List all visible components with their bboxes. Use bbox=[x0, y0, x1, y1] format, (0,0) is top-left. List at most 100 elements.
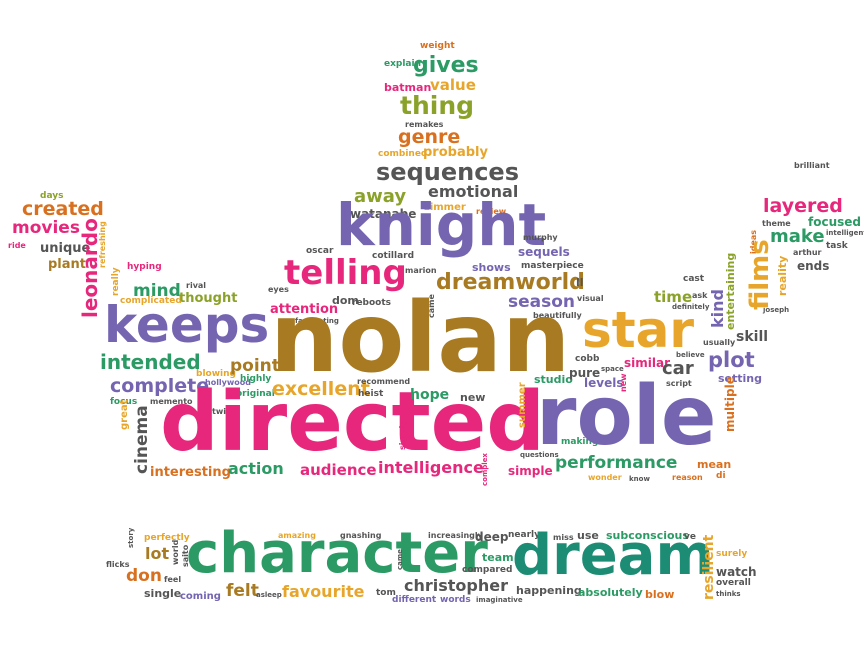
word-nolan: nolan bbox=[270, 282, 571, 394]
word-time: time bbox=[654, 288, 693, 306]
word-directed: directed bbox=[160, 375, 545, 470]
word-arthur: arthur bbox=[793, 248, 822, 257]
word-nu: new bbox=[619, 373, 628, 392]
word-asleep: asleep bbox=[256, 591, 282, 599]
word-pure: pure bbox=[569, 366, 601, 380]
word-different: different bbox=[392, 595, 437, 605]
word-really: really bbox=[111, 267, 121, 296]
word-theme: theme bbox=[762, 219, 791, 228]
word-review: review bbox=[476, 207, 507, 216]
word-mean: mean bbox=[697, 458, 732, 471]
word-plot: plot bbox=[708, 348, 755, 372]
word-intelligent: intelligent bbox=[826, 229, 864, 237]
word-happening: happening bbox=[516, 584, 582, 597]
word-leonardo: leonardo bbox=[78, 218, 102, 318]
word-miss: miss bbox=[553, 533, 574, 542]
word-gnashing: gnashing bbox=[340, 531, 382, 540]
word-genre: genre bbox=[398, 126, 461, 148]
word-value: value bbox=[430, 76, 476, 94]
word-great: great bbox=[119, 399, 130, 430]
word-words: words bbox=[440, 595, 471, 605]
word-increasingly: increasingly bbox=[428, 531, 483, 540]
word-favourite: favourite bbox=[282, 582, 365, 601]
word-ask: ask bbox=[692, 291, 708, 300]
word-remakes: remakes bbox=[405, 120, 444, 129]
word-watanabe: watanabe bbox=[350, 207, 417, 221]
word-ve: ve bbox=[684, 532, 696, 542]
word-weight: weight bbox=[420, 41, 455, 51]
word-excellent: excellent bbox=[272, 378, 370, 400]
word-amazing: amazing bbox=[278, 531, 316, 540]
word-blow: blow bbox=[645, 588, 675, 601]
word-memento: memento bbox=[150, 397, 193, 406]
word-resilient: resilient bbox=[701, 534, 717, 600]
word-perfectly: perfectly bbox=[144, 533, 190, 543]
word-surely: surely bbox=[716, 549, 748, 559]
word-cotillard: cotillard bbox=[372, 251, 415, 261]
word-make: make bbox=[770, 226, 825, 247]
word-cast: cast bbox=[683, 274, 705, 284]
word-marion: marion bbox=[405, 266, 437, 275]
word-days: days bbox=[40, 191, 64, 201]
word-knight: knight bbox=[336, 191, 547, 259]
word-sequences: sequences bbox=[376, 158, 519, 186]
word-came: came bbox=[396, 549, 404, 570]
word-nearly: nearly bbox=[508, 530, 540, 540]
word-layered: layered bbox=[763, 195, 843, 217]
word-setting: setting bbox=[718, 372, 762, 385]
word-recommend: recommend bbox=[357, 377, 411, 386]
word-tom: tom bbox=[376, 588, 396, 598]
word-complicated: complicated bbox=[120, 296, 182, 306]
word-subconscious: subconscious bbox=[606, 529, 689, 542]
word-usually: usually bbox=[703, 338, 736, 347]
word-oscar: oscar bbox=[306, 246, 334, 256]
word-dreamworld: dreamworld bbox=[436, 270, 585, 295]
word-reality: reality bbox=[776, 255, 789, 296]
word-masterpiece: masterpiece bbox=[521, 261, 584, 271]
word-fascinating: fascinating bbox=[295, 317, 339, 325]
word-brilliant: brilliant bbox=[794, 161, 830, 170]
word-attention: attention bbox=[270, 302, 339, 317]
word-christopher: christopher bbox=[404, 576, 508, 595]
word-felt: felt bbox=[226, 581, 259, 601]
word-emotional: emotional bbox=[428, 182, 519, 201]
word-murphy: murphy bbox=[523, 233, 558, 242]
word-season: season bbox=[508, 292, 576, 312]
word-reason: reason bbox=[672, 473, 703, 482]
word-dom: dom bbox=[332, 294, 359, 307]
word-questions: questions bbox=[520, 451, 559, 459]
word-keeps: keeps bbox=[104, 296, 270, 354]
word-space: space bbox=[601, 365, 624, 373]
word-focus: focus bbox=[110, 397, 138, 407]
word-simply: simply bbox=[398, 420, 407, 450]
word-thought: thought bbox=[179, 291, 238, 306]
word-cobb: cobb bbox=[575, 354, 600, 364]
word-world: world bbox=[171, 539, 180, 565]
word-don: don bbox=[126, 566, 162, 586]
word-overall: overall bbox=[716, 578, 751, 588]
word-shows: shows bbox=[472, 261, 511, 274]
word-interesting: interesting bbox=[150, 465, 231, 480]
word-similar: similar bbox=[624, 356, 671, 370]
word-simple: simple bbox=[508, 464, 553, 478]
word-highly: highly bbox=[240, 374, 272, 384]
word-away: away bbox=[354, 186, 407, 207]
word-complete: complete bbox=[110, 375, 210, 397]
word-batman: batman bbox=[384, 81, 432, 94]
word-new: new bbox=[460, 391, 486, 404]
word-heist: heist bbox=[358, 389, 384, 399]
word-intelligence: intelligence bbox=[378, 458, 484, 477]
word-character: character bbox=[186, 521, 488, 586]
word-beautifully: beautifully bbox=[533, 311, 582, 320]
word-probably: probably bbox=[423, 145, 488, 160]
word-multiple: multiple bbox=[723, 376, 737, 432]
word-mind: mind bbox=[133, 281, 181, 301]
word-thinks: thinks bbox=[716, 590, 741, 598]
word-script: script bbox=[666, 379, 692, 388]
word-watch: watch bbox=[716, 565, 757, 579]
word-hollywood: hollywood bbox=[205, 378, 251, 387]
word-feel: feel bbox=[164, 575, 182, 584]
word-created: created bbox=[22, 198, 104, 220]
word-combined: combined bbox=[378, 149, 428, 159]
word-definitely: definitely bbox=[672, 303, 710, 311]
